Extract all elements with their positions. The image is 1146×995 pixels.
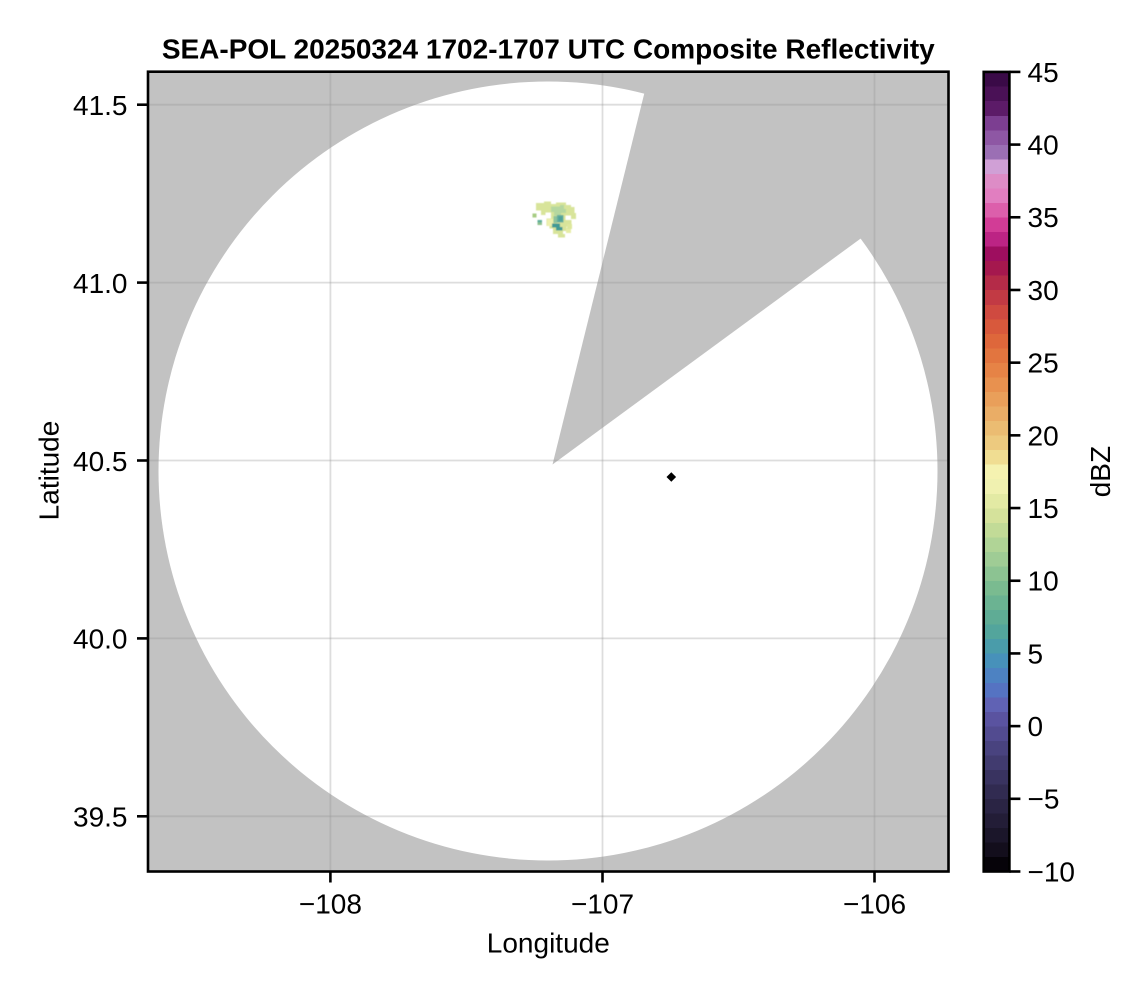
svg-text:41.5: 41.5 bbox=[73, 90, 128, 121]
svg-text:Longitude: Longitude bbox=[487, 928, 610, 959]
svg-text:10: 10 bbox=[1028, 566, 1059, 597]
svg-text:40.5: 40.5 bbox=[73, 446, 128, 477]
svg-text:0: 0 bbox=[1028, 711, 1044, 742]
svg-text:45: 45 bbox=[1028, 57, 1059, 88]
svg-text:25: 25 bbox=[1028, 348, 1059, 379]
svg-text:30: 30 bbox=[1028, 275, 1059, 306]
svg-text:Latitude: Latitude bbox=[33, 421, 64, 521]
svg-text:dBZ: dBZ bbox=[1085, 446, 1116, 497]
svg-text:15: 15 bbox=[1028, 493, 1059, 524]
svg-text:20: 20 bbox=[1028, 420, 1059, 451]
svg-text:5: 5 bbox=[1028, 638, 1044, 669]
svg-text:35: 35 bbox=[1028, 202, 1059, 233]
svg-text:−5: −5 bbox=[1028, 784, 1060, 815]
svg-text:39.5: 39.5 bbox=[73, 802, 128, 833]
svg-text:40: 40 bbox=[1028, 129, 1059, 160]
svg-text:−10: −10 bbox=[1028, 856, 1076, 887]
svg-text:−106: −106 bbox=[843, 889, 906, 920]
svg-text:−108: −108 bbox=[299, 889, 362, 920]
svg-text:40.0: 40.0 bbox=[73, 624, 128, 655]
svg-text:41.0: 41.0 bbox=[73, 268, 128, 299]
svg-text:SEA-POL 20250324 1702-1707 UTC: SEA-POL 20250324 1702-1707 UTC Composite… bbox=[162, 34, 935, 65]
svg-text:−107: −107 bbox=[571, 889, 634, 920]
